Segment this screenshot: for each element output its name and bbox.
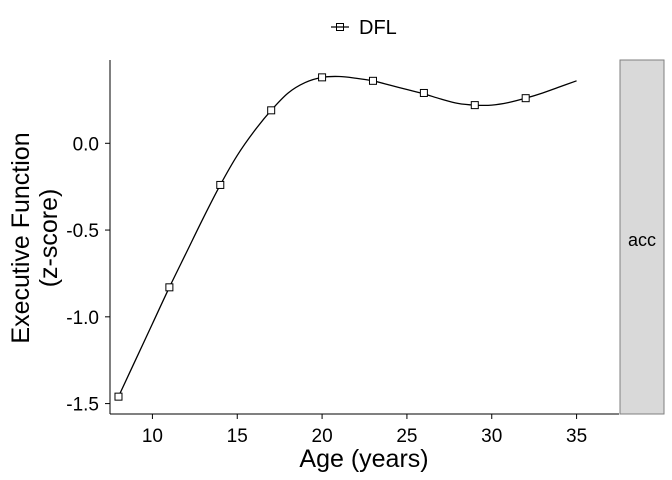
x-tick-label: 20 bbox=[312, 426, 333, 447]
facet-strip: acc bbox=[619, 59, 665, 415]
y-tick-label: 0.0 bbox=[73, 134, 99, 155]
x-tick-label: 35 bbox=[566, 426, 587, 447]
data-point bbox=[114, 392, 123, 401]
x-ticks: 10 15 20 25 30 35 bbox=[142, 414, 587, 447]
y-tick-label: -1.5 bbox=[66, 395, 99, 416]
y-axis-title-line-1: Executive Function bbox=[7, 132, 35, 343]
x-axis-title: Age (years) bbox=[299, 445, 428, 473]
legend-label: DFL bbox=[359, 17, 397, 39]
data-point bbox=[318, 73, 327, 82]
data-point bbox=[165, 283, 174, 292]
y-axis-title-line-2: (z-score) bbox=[35, 189, 63, 288]
facet-strip-box bbox=[619, 59, 665, 415]
x-tick-label: 25 bbox=[396, 426, 417, 447]
plot-area: 0.0 -0.5 -1.0 -1.5 10 15 20 25 30 35 bbox=[66, 60, 619, 447]
legend: DFL bbox=[331, 17, 397, 39]
data-point bbox=[521, 94, 530, 103]
facet-strip-label: acc bbox=[628, 230, 656, 250]
series-markers bbox=[114, 73, 530, 401]
data-point bbox=[419, 88, 428, 97]
y-ticks: 0.0 -0.5 -1.0 -1.5 bbox=[66, 134, 110, 416]
y-tick-label: -0.5 bbox=[66, 221, 99, 242]
data-point bbox=[267, 106, 276, 115]
x-tick-label: 15 bbox=[227, 426, 248, 447]
series-line-dfl bbox=[117, 75, 577, 397]
data-point bbox=[216, 180, 225, 189]
x-tick-label: 10 bbox=[142, 426, 163, 447]
data-point bbox=[368, 76, 377, 85]
y-tick-label: -1.0 bbox=[66, 308, 99, 329]
legend-marker bbox=[336, 23, 344, 31]
data-point bbox=[470, 101, 479, 110]
x-tick-label: 30 bbox=[481, 426, 502, 447]
